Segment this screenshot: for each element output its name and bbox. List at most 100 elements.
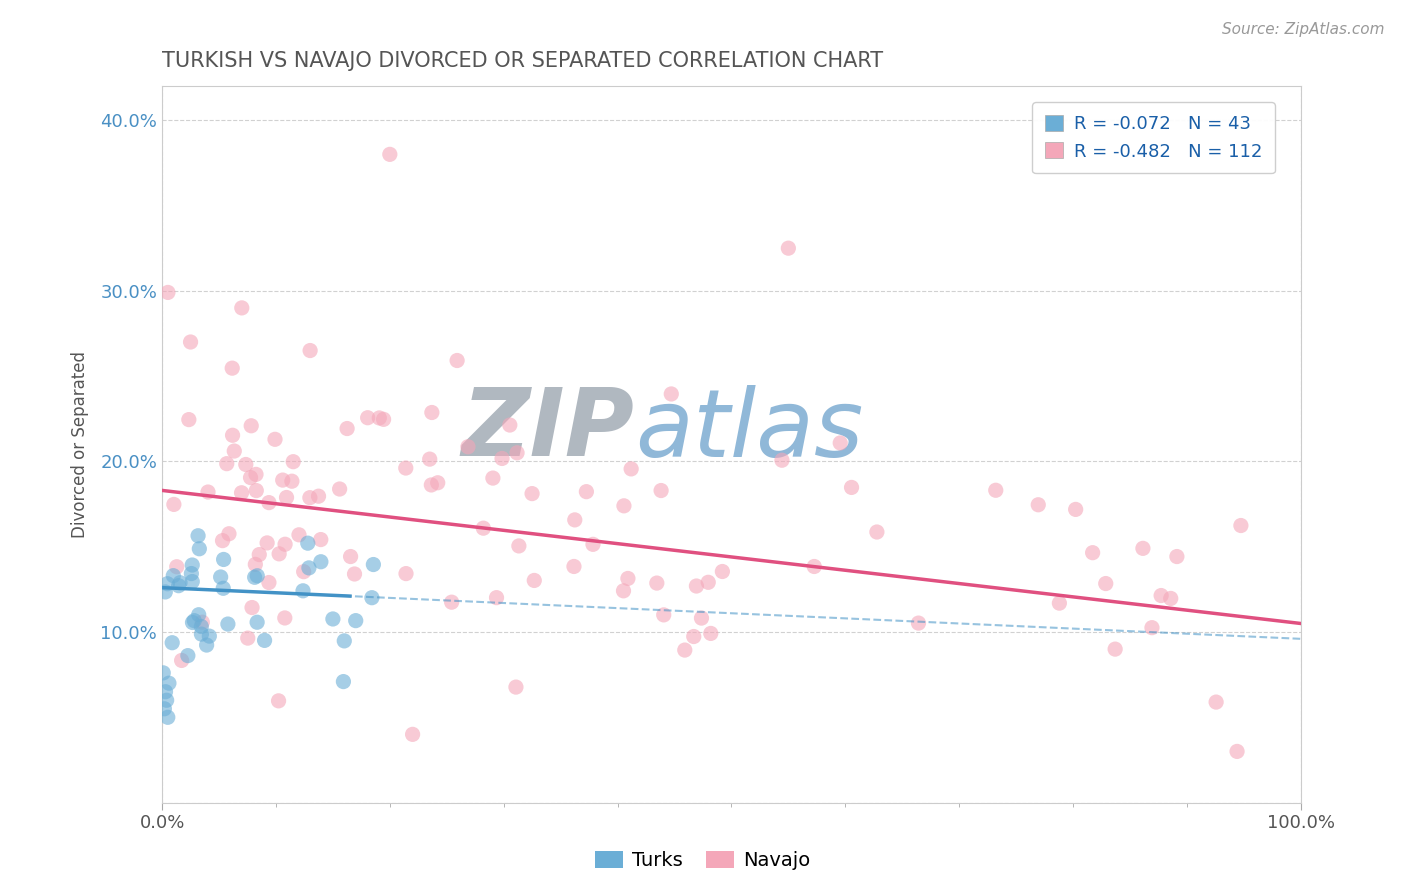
Point [652, 607, 675, 622]
Point [803, 559, 825, 574]
Point [472, 521, 495, 535]
Point [246, 615, 269, 630]
Point [841, 480, 863, 494]
Point [419, 452, 441, 467]
Point [292, 565, 315, 579]
Text: Source: ZipAtlas.com: Source: ZipAtlas.com [1222, 22, 1385, 37]
Point [246, 568, 269, 582]
Point [343, 566, 366, 581]
Point [575, 484, 598, 499]
Point [1226, 744, 1249, 758]
Point [212, 582, 235, 596]
Point [195, 638, 218, 652]
Point [420, 405, 443, 419]
Point [457, 440, 479, 454]
Text: atlas: atlas [634, 384, 863, 475]
Point [682, 630, 704, 644]
Point [984, 483, 1007, 498]
Point [1140, 621, 1163, 635]
Point [190, 619, 212, 633]
Point [298, 491, 321, 505]
Text: TURKISH VS NAVAJO DIVORCED OR SEPARATED CORRELATION CHART: TURKISH VS NAVAJO DIVORCED OR SEPARATED … [162, 51, 883, 70]
Point [491, 451, 513, 466]
Point [271, 473, 294, 487]
Text: ZIP: ZIP [461, 384, 634, 476]
Point [420, 478, 443, 492]
Point [659, 387, 682, 401]
Point [336, 421, 359, 435]
Point [373, 412, 395, 426]
Point [620, 462, 643, 476]
Point [426, 475, 449, 490]
Point [215, 457, 238, 471]
Point [224, 444, 246, 458]
Point [361, 591, 384, 605]
Point [197, 485, 219, 500]
Point [673, 643, 696, 657]
Point [177, 648, 200, 663]
Point [187, 529, 209, 543]
Point [245, 483, 267, 498]
Point [156, 710, 179, 724]
Point [333, 633, 356, 648]
Point [830, 436, 852, 450]
Point [209, 570, 232, 584]
Point [523, 574, 546, 588]
Point [344, 614, 367, 628]
Point [363, 558, 385, 572]
Point [508, 539, 530, 553]
Point [395, 461, 418, 475]
Point [368, 411, 391, 425]
Point [160, 636, 183, 650]
Point [612, 583, 634, 598]
Point [240, 418, 263, 433]
Point [191, 615, 214, 630]
Point [264, 433, 287, 447]
Point [156, 693, 179, 707]
Point [187, 607, 209, 622]
Point [163, 497, 186, 511]
Point [198, 629, 221, 643]
Point [1064, 502, 1087, 516]
Point [269, 547, 291, 561]
Point [156, 576, 179, 591]
Point [235, 458, 257, 472]
Point [239, 470, 262, 484]
Point [866, 524, 889, 539]
Point [332, 674, 354, 689]
Point [240, 600, 263, 615]
Point [180, 566, 202, 581]
Point [283, 455, 305, 469]
Point [1150, 589, 1173, 603]
Point [245, 558, 267, 572]
Point [329, 482, 352, 496]
Point [1230, 518, 1253, 533]
Y-axis label: Divorced or Separated: Divorced or Separated [72, 351, 89, 538]
Point [685, 579, 707, 593]
Point [308, 489, 330, 503]
Point [218, 526, 240, 541]
Point [274, 537, 297, 551]
Point [485, 591, 508, 605]
Point [1081, 546, 1104, 560]
Point [697, 575, 720, 590]
Point [700, 626, 723, 640]
Point [690, 611, 713, 625]
Point [1026, 498, 1049, 512]
Point [322, 612, 344, 626]
Point [613, 499, 636, 513]
Point [1160, 591, 1182, 606]
Point [155, 684, 177, 698]
Point [1166, 549, 1188, 564]
Point [257, 575, 280, 590]
Point [156, 285, 179, 300]
Point [292, 583, 315, 598]
Point [274, 611, 297, 625]
Point [231, 301, 253, 315]
Point [520, 486, 543, 500]
Point [378, 147, 401, 161]
Point [153, 702, 176, 716]
Point [482, 471, 505, 485]
Point [339, 549, 361, 564]
Legend: R = -0.072   N = 43, R = -0.482   N = 112: R = -0.072 N = 43, R = -0.482 N = 112 [1032, 103, 1275, 173]
